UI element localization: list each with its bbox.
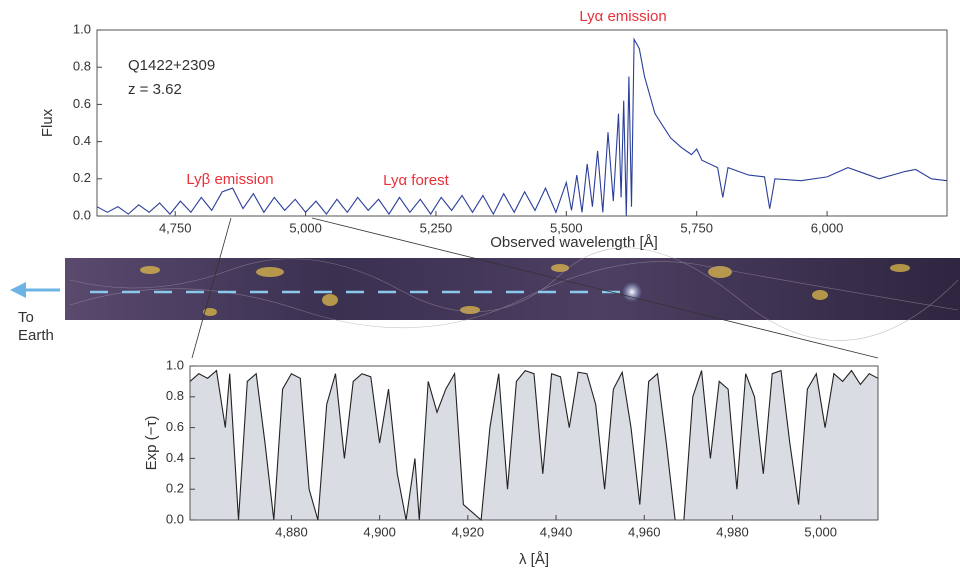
x-tick-label: 4,980 [716, 524, 749, 539]
annotation: Lyα forest [383, 172, 449, 189]
y-axis-label: Exp (−τ) [143, 416, 160, 471]
x-tick-label: 5,000 [289, 220, 322, 235]
data-line [96, 37, 948, 217]
data-line [189, 369, 879, 522]
y-tick-label: 0.6 [73, 96, 91, 111]
x-tick-label: 4,960 [628, 524, 661, 539]
x-tick-label: 5,750 [680, 220, 713, 235]
y-tick-label: 0.8 [166, 388, 184, 403]
y-tick-label: 0.4 [166, 450, 184, 465]
y-tick-label: 0.6 [166, 419, 184, 434]
annotation: Q1422+2309 [128, 57, 215, 74]
area-fill [190, 370, 878, 520]
y-tick-label: 0.8 [73, 59, 91, 74]
y-axis-label: Flux [39, 108, 56, 137]
x-tick-label: 4,920 [452, 524, 485, 539]
x-tick-label: 5,250 [420, 220, 453, 235]
x-tick-label: 4,940 [540, 524, 573, 539]
y-tick-label: 0.0 [73, 207, 91, 222]
annotation: z = 3.62 [128, 81, 182, 98]
y-tick-label: 1.0 [73, 21, 91, 36]
x-tick-label: 4,750 [159, 220, 192, 235]
y-tick-label: 0.0 [166, 511, 184, 526]
strip-label: To Earth [18, 309, 54, 344]
x-axis-label: Observed wavelength [Å] [490, 234, 658, 251]
y-tick-label: 1.0 [166, 357, 184, 372]
zoom-lines [191, 217, 879, 359]
simulation-strip [10, 247, 960, 341]
x-tick-label: 6,000 [811, 220, 844, 235]
y-tick-label: 0.4 [73, 133, 91, 148]
y-tick-label: 0.2 [73, 170, 91, 185]
x-tick-label: 4,880 [275, 524, 308, 539]
y-tick-label: 0.2 [166, 481, 184, 496]
x-tick-label: 5,000 [804, 524, 837, 539]
plot-frame [96, 29, 948, 217]
x-axis-label: λ [Å] [519, 551, 549, 568]
annotation: Lyβ emission [186, 171, 273, 188]
x-tick-label: 4,900 [363, 524, 396, 539]
plot-frame [189, 365, 879, 521]
x-tick-label: 5,500 [550, 220, 583, 235]
annotation: Lyα emission [579, 8, 666, 25]
